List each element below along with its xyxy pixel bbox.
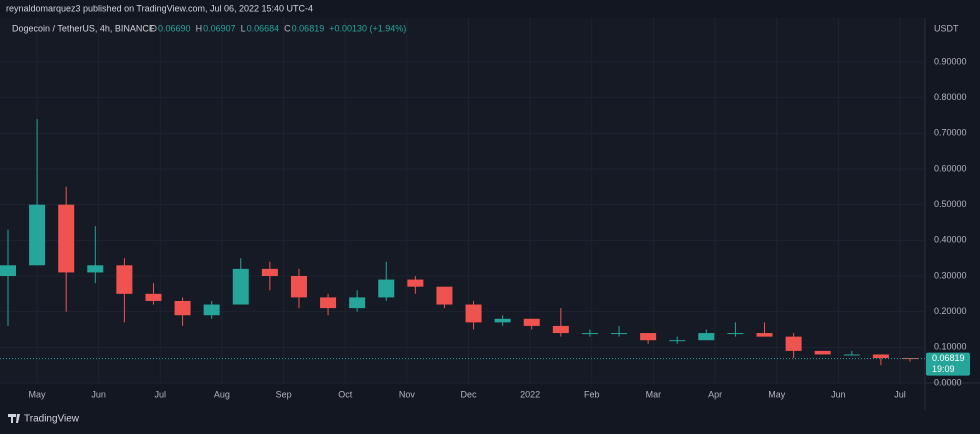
candle-body xyxy=(87,265,104,273)
candle-body xyxy=(378,279,395,298)
publisher: reynaldomarquez3 published on TradingVie… xyxy=(6,3,313,13)
ohlc-label: O xyxy=(150,23,157,33)
candle-body xyxy=(640,333,657,341)
x-tick-label: Jul xyxy=(894,389,906,399)
candle-body xyxy=(814,350,831,355)
y-tick-label: 0.40000 xyxy=(934,235,967,245)
candle-body xyxy=(698,333,715,341)
candle-body xyxy=(320,297,337,309)
candle-body xyxy=(232,268,249,305)
x-tick-label: Apr xyxy=(708,389,722,399)
y-tick-label: 0.60000 xyxy=(934,163,967,173)
y-tick-label: 0.20000 xyxy=(934,306,967,316)
candle-body xyxy=(494,318,511,323)
x-tick-label: May xyxy=(768,389,786,399)
candle-body xyxy=(552,325,569,334)
candle-body xyxy=(436,286,453,305)
x-tick-label: Jun xyxy=(831,389,846,399)
candle-body xyxy=(465,304,482,323)
ohlc-value: 0.06819 xyxy=(292,23,325,33)
x-tick-label: May xyxy=(28,389,46,399)
candle-body xyxy=(349,297,366,309)
candle-body xyxy=(756,333,773,337)
candle-body xyxy=(669,340,686,342)
x-tick-label: Dec xyxy=(460,389,477,399)
ohlc-value: 0.06907 xyxy=(203,23,236,33)
price-tag-countdown: 19:09 xyxy=(932,364,955,374)
x-tick-label: 2022 xyxy=(520,389,540,399)
price-tag-value: 0.06819 xyxy=(932,353,965,363)
y-axis-label: USDT xyxy=(934,23,959,33)
candle-body xyxy=(203,304,220,316)
candle-body xyxy=(523,318,540,326)
x-tick-label: Aug xyxy=(214,389,230,399)
candles xyxy=(0,119,919,366)
x-tick-label: Nov xyxy=(399,389,416,399)
x-tick-label: Oct xyxy=(338,389,353,399)
ohlc-label: H xyxy=(196,23,203,33)
chart-title: Dogecoin / TetherUS, 4h, BINANCE xyxy=(12,23,155,33)
candle-body xyxy=(407,279,424,287)
ohlc-label: C xyxy=(284,23,291,33)
candle-body xyxy=(727,333,744,335)
candle-body xyxy=(58,204,75,273)
candle-body xyxy=(116,265,133,294)
ohlc-value: 0.06684 xyxy=(247,23,280,33)
footer-bar xyxy=(0,410,980,429)
candle-body xyxy=(611,333,628,335)
change: +0.00130 (+1.94%) xyxy=(329,23,406,33)
y-tick-label: 0.90000 xyxy=(934,56,967,66)
x-tick-label: Jul xyxy=(155,389,167,399)
x-tick-label: Feb xyxy=(584,389,600,399)
candle-body xyxy=(581,333,598,335)
y-tick-label: 0.30000 xyxy=(934,270,967,280)
ohlc-value: 0.06690 xyxy=(158,23,191,33)
candle-body xyxy=(174,300,191,316)
y-tick-label: 0.50000 xyxy=(934,199,967,209)
y-tick-label: 0.0000 xyxy=(934,377,962,387)
ohlc-label: L xyxy=(241,23,246,33)
candle-body xyxy=(29,204,46,266)
y-tick-label: 0.10000 xyxy=(934,342,967,352)
y-tick-label: 0.80000 xyxy=(934,92,967,102)
x-tick-label: Mar xyxy=(646,389,662,399)
y-tick-label: 0.70000 xyxy=(934,128,967,138)
candle-body xyxy=(0,265,17,276)
candle-body xyxy=(785,336,802,351)
candle-body xyxy=(290,276,307,298)
candle-body xyxy=(843,354,860,356)
plot-area xyxy=(0,18,925,383)
logo xyxy=(8,414,20,423)
x-tick-label: Sep xyxy=(276,389,292,399)
price-tag xyxy=(926,352,970,376)
brand: TradingView xyxy=(24,414,80,425)
candle-body xyxy=(872,354,889,359)
candle-body xyxy=(145,293,162,301)
candle-body xyxy=(261,268,278,276)
x-tick-label: Jun xyxy=(91,389,106,399)
